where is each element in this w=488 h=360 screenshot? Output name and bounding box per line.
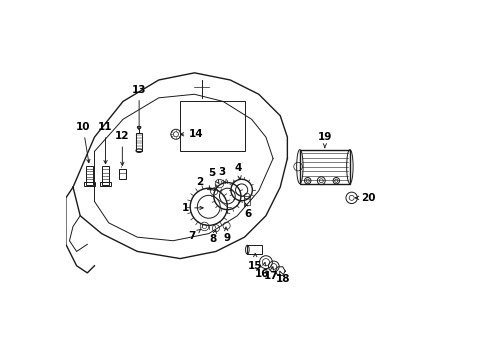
Text: 3: 3 bbox=[218, 167, 226, 183]
Text: 6: 6 bbox=[244, 203, 251, 219]
Text: 12: 12 bbox=[115, 131, 129, 166]
Text: 13: 13 bbox=[132, 85, 146, 130]
Text: 8: 8 bbox=[209, 230, 217, 244]
Text: 4: 4 bbox=[234, 163, 241, 179]
Bar bbox=[100, 182, 111, 186]
Bar bbox=[247, 246, 261, 254]
Bar bbox=[136, 133, 142, 151]
Text: 5: 5 bbox=[207, 168, 219, 184]
Text: 15: 15 bbox=[247, 253, 262, 271]
Text: 7: 7 bbox=[187, 229, 200, 242]
Text: 18: 18 bbox=[275, 271, 290, 284]
Text: 9: 9 bbox=[223, 227, 230, 243]
Text: 11: 11 bbox=[98, 122, 113, 164]
Bar bbox=[102, 166, 109, 185]
Bar bbox=[299, 150, 349, 184]
Bar bbox=[85, 166, 93, 185]
Text: 17: 17 bbox=[263, 267, 278, 281]
Text: 19: 19 bbox=[317, 132, 331, 148]
Text: 1: 1 bbox=[182, 203, 203, 213]
Text: 2: 2 bbox=[196, 177, 211, 190]
Bar bbox=[83, 182, 95, 186]
Bar bbox=[180, 102, 244, 152]
Text: 14: 14 bbox=[180, 129, 203, 139]
Bar bbox=[244, 196, 250, 204]
Text: 16: 16 bbox=[255, 262, 269, 279]
Text: 20: 20 bbox=[355, 193, 375, 203]
Bar bbox=[119, 168, 125, 179]
Text: 10: 10 bbox=[76, 122, 90, 163]
